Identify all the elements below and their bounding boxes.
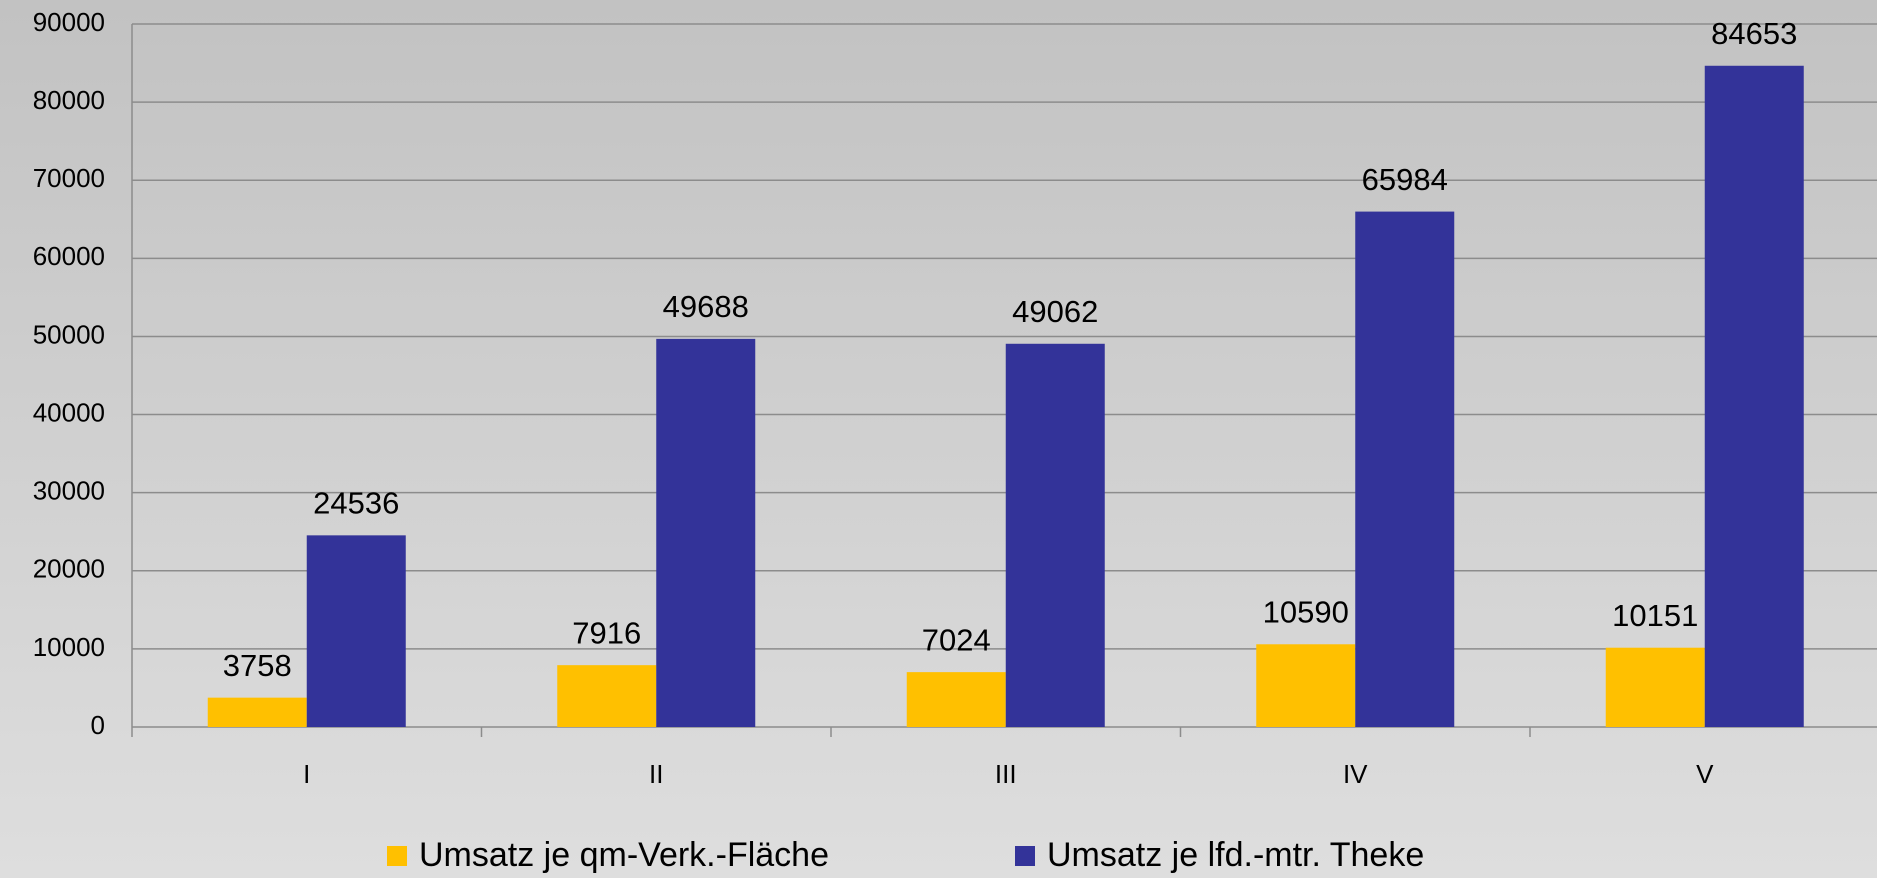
bar xyxy=(1355,211,1455,727)
y-tick-label: 60000 xyxy=(33,241,105,271)
y-tick-label: 30000 xyxy=(33,476,105,506)
bar xyxy=(1256,644,1356,727)
y-tick-label: 50000 xyxy=(33,319,105,349)
y-tick-label: 90000 xyxy=(33,7,105,37)
data-label: 49062 xyxy=(1012,294,1098,329)
data-label: 7916 xyxy=(572,615,641,650)
data-label: 49688 xyxy=(663,289,749,324)
legend-label: Umsatz je lfd.-mtr. Theke xyxy=(1047,836,1424,874)
y-tick-label: 0 xyxy=(91,710,105,740)
legend-swatch xyxy=(387,846,407,866)
bar xyxy=(656,338,756,727)
data-label: 10151 xyxy=(1612,598,1698,633)
bar xyxy=(557,665,657,727)
data-label: 24536 xyxy=(313,486,399,521)
y-tick-label: 70000 xyxy=(33,163,105,193)
x-tick-label: II xyxy=(649,759,663,789)
bar xyxy=(207,697,307,727)
x-tick-label: V xyxy=(1696,759,1714,789)
data-label: 10590 xyxy=(1263,594,1349,629)
x-tick-label: IV xyxy=(1343,759,1368,789)
x-tick-label: III xyxy=(995,759,1017,789)
x-tick-label: I xyxy=(303,759,310,789)
data-label: 7024 xyxy=(922,622,991,657)
legend-label: Umsatz je qm-Verk.-Fläche xyxy=(419,836,829,874)
legend-swatch xyxy=(1015,846,1035,866)
y-tick-label: 10000 xyxy=(33,632,105,662)
y-tick-label: 80000 xyxy=(33,85,105,115)
bar xyxy=(1005,343,1105,727)
bar xyxy=(306,535,406,727)
data-label: 3758 xyxy=(223,648,292,683)
bar xyxy=(1704,65,1804,728)
data-label: 84653 xyxy=(1711,16,1797,51)
data-label: 65984 xyxy=(1362,162,1448,197)
bar xyxy=(1605,647,1705,727)
y-tick-label: 20000 xyxy=(33,554,105,584)
y-tick-label: 40000 xyxy=(33,397,105,427)
bar xyxy=(906,672,1006,727)
